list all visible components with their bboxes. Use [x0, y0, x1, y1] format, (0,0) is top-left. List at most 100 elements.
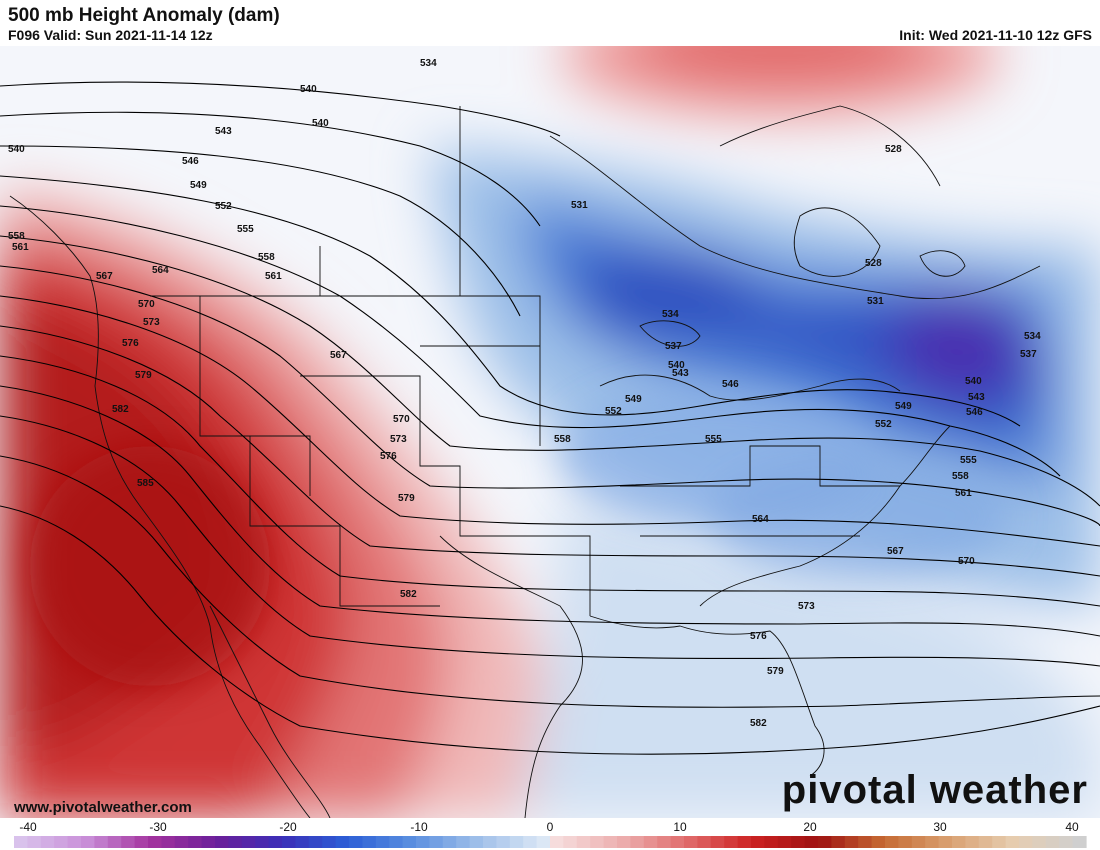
colorbar-cell [188, 836, 203, 848]
colorbar-tick-label: 30 [933, 820, 947, 834]
colorbar-cell [241, 836, 256, 848]
colorbar-cell [751, 836, 765, 848]
colorbar-cell [952, 836, 966, 848]
contour-label: 531 [867, 296, 884, 307]
colorbar-cell [308, 836, 323, 848]
contour-label: 570 [393, 414, 410, 425]
contour-label: 555 [705, 434, 722, 445]
colorbar-tick-label: 0 [547, 820, 554, 834]
brand-watermark: pivotal weather [781, 768, 1088, 812]
colorbar-cell [978, 836, 993, 848]
colorbar-cell [228, 836, 243, 848]
coastlines-and-borders [9, 105, 1041, 818]
colorbar-cell [375, 836, 390, 848]
colorbar-cell [295, 836, 310, 848]
contour-label: 531 [571, 200, 588, 211]
colorbar-cell [697, 836, 712, 848]
colorbar-cell [724, 836, 739, 848]
colorbar-cell [27, 836, 42, 848]
colorbar-cell [965, 836, 980, 848]
colorbar-cell [938, 836, 953, 848]
colorbar-tick-label: 40 [1065, 820, 1079, 834]
colorbar-cell [563, 836, 578, 848]
colorbar-tick-label: 10 [673, 820, 687, 834]
contour-label: 528 [865, 258, 882, 269]
contour-label: 570 [138, 299, 155, 310]
colorbar-cell [550, 836, 564, 848]
colorbar-cell [871, 836, 886, 848]
contour-label: 549 [625, 394, 642, 405]
contour-label: 552 [605, 406, 622, 417]
colorbar-cell [657, 836, 672, 848]
colorbar-cell [496, 836, 511, 848]
colorbar-cell [442, 836, 457, 848]
colorbar-cell [603, 836, 618, 848]
colorbar-cell [107, 836, 122, 848]
contour-label: 540 [668, 360, 685, 371]
colorbar-tick-label: -30 [149, 820, 167, 834]
colorbar-cell [282, 836, 296, 848]
colorbar-cell [523, 836, 538, 848]
colorbar-cell [161, 836, 176, 848]
contour-label: 561 [12, 242, 29, 253]
colorbar-cell [81, 836, 95, 848]
contour-label: 576 [122, 338, 139, 349]
colorbar-cell [54, 836, 69, 848]
contour-label: 579 [135, 370, 152, 381]
colorbar-cell [1045, 836, 1060, 848]
contour-label: 561 [265, 271, 282, 282]
contour-label: 582 [750, 718, 767, 729]
colorbar-cell [1072, 836, 1087, 848]
colorbar-tick-label: 20 [803, 820, 817, 834]
colorbar-cell [710, 836, 725, 848]
colorbar-tick-label: -20 [279, 820, 297, 834]
colorbar-cell [509, 836, 524, 848]
colorbar-cell [643, 836, 658, 848]
colorbar-cell [804, 836, 819, 848]
map-panel[interactable]: 534 540 540 543 546 549 552 555 558 561 … [0, 46, 1100, 818]
colorbar-cell [737, 836, 752, 848]
colorbar-cell [416, 836, 430, 848]
contour-label: 576 [750, 631, 767, 642]
colorbar-cells [14, 836, 1087, 848]
contour-label: 555 [960, 455, 977, 466]
colorbar-cell [536, 836, 551, 848]
contour-label: 549 [895, 401, 912, 412]
height-contours [0, 81, 1100, 755]
contour-label: 558 [952, 471, 969, 482]
contour-label: 561 [955, 488, 972, 499]
colorbar-ticks: -40 -30 -20 -10 0 10 20 30 40 [19, 820, 1079, 834]
colorbar-cell [858, 836, 873, 848]
contour-label: 579 [398, 493, 415, 504]
colorbar-cell [1032, 836, 1047, 848]
colorbar-cell [174, 836, 189, 848]
contour-label: 546 [182, 156, 199, 167]
colorbar-cell [1059, 836, 1074, 848]
colorbar-tick-label: -10 [410, 820, 428, 834]
height-anomaly-map[interactable]: 534 540 540 543 546 549 552 555 558 561 … [0, 46, 1100, 818]
colorbar-cell [483, 836, 497, 848]
contour-label: 537 [665, 341, 682, 352]
colorbar-cell [670, 836, 685, 848]
colorbar-cell [349, 836, 363, 848]
colorbar-cell [134, 836, 149, 848]
contour-label: 543 [672, 368, 689, 379]
colorbar-cell [469, 836, 484, 848]
colorbar-cell [402, 836, 417, 848]
colorbar-cell [456, 836, 471, 848]
colorbar-cell [885, 836, 899, 848]
contour-label: 582 [112, 404, 129, 415]
colorbar-cell [630, 836, 645, 848]
contour-label: 573 [798, 601, 815, 612]
contour-label: 567 [96, 271, 113, 282]
colorbar-cell [40, 836, 55, 848]
colorbar-cell [992, 836, 1007, 848]
map-header: 500 mb Height Anomaly (dam) F096 Valid: … [0, 0, 1100, 46]
colorbar-cell [911, 836, 926, 848]
contour-label: 555 [237, 224, 254, 235]
contour-label: 546 [722, 379, 739, 390]
contour-label: 573 [390, 434, 407, 445]
contour-label: 543 [968, 392, 985, 403]
colorbar-cell [94, 836, 109, 848]
colorbar-cell [201, 836, 216, 848]
